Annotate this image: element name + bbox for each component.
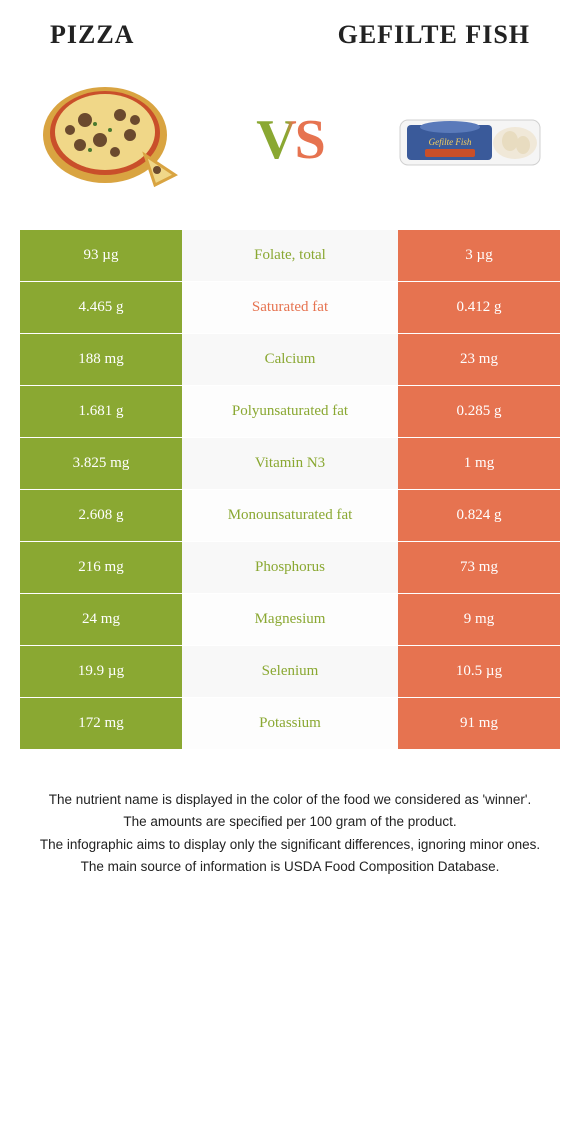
right-value: 0.285 g (398, 386, 560, 438)
left-value: 188 mg (20, 334, 182, 386)
left-value: 2.608 g (20, 490, 182, 542)
table-row: 19.9 µgSelenium10.5 µg (20, 646, 560, 698)
nutrient-label: Monounsaturated fat (182, 490, 398, 542)
footer-line-4: The main source of information is USDA F… (20, 857, 560, 877)
left-value: 1.681 g (20, 386, 182, 438)
table-row: 1.681 gPolyunsaturated fat0.285 g (20, 386, 560, 438)
right-value: 0.824 g (398, 490, 560, 542)
nutrient-label: Potassium (182, 698, 398, 750)
table-row: 172 mgPotassium91 mg (20, 698, 560, 750)
left-value: 216 mg (20, 542, 182, 594)
footer-line-1: The nutrient name is displayed in the co… (20, 790, 560, 810)
nutrient-label: Folate, total (182, 230, 398, 282)
right-value: 1 mg (398, 438, 560, 490)
table-row: 93 µgFolate, total3 µg (20, 230, 560, 282)
right-value: 0.412 g (398, 282, 560, 334)
svg-text:Gefilte Fish: Gefilte Fish (429, 137, 472, 147)
nutrient-label: Saturated fat (182, 282, 398, 334)
table-row: 24 mgMagnesium9 mg (20, 594, 560, 646)
left-value: 3.825 mg (20, 438, 182, 490)
vs-label: VS (256, 108, 324, 172)
header: PIZZA GEFILTE FISH (0, 0, 580, 60)
comparison-table: 93 µgFolate, total3 µg4.465 gSaturated f… (20, 230, 560, 750)
table-row: 216 mgPhosphorus73 mg (20, 542, 560, 594)
right-food-title: GEFILTE FISH (338, 20, 530, 50)
nutrient-label: Vitamin N3 (182, 438, 398, 490)
table-row: 3.825 mgVitamin N31 mg (20, 438, 560, 490)
right-value: 73 mg (398, 542, 560, 594)
table-row: 4.465 gSaturated fat0.412 g (20, 282, 560, 334)
left-value: 24 mg (20, 594, 182, 646)
left-value: 93 µg (20, 230, 182, 282)
nutrient-label: Magnesium (182, 594, 398, 646)
nutrient-label: Phosphorus (182, 542, 398, 594)
right-value: 91 mg (398, 698, 560, 750)
right-value: 23 mg (398, 334, 560, 386)
footer-line-3: The infographic aims to display only the… (20, 835, 560, 855)
images-row: VS Gefilte Fish (0, 60, 580, 230)
left-food-title: PIZZA (50, 20, 134, 50)
nutrient-label: Calcium (182, 334, 398, 386)
footer-notes: The nutrient name is displayed in the co… (0, 750, 580, 877)
left-value: 19.9 µg (20, 646, 182, 698)
right-value: 9 mg (398, 594, 560, 646)
right-value: 10.5 µg (398, 646, 560, 698)
right-value: 3 µg (398, 230, 560, 282)
left-value: 172 mg (20, 698, 182, 750)
table-row: 2.608 gMonounsaturated fat0.824 g (20, 490, 560, 542)
table-row: 188 mgCalcium23 mg (20, 334, 560, 386)
nutrient-label: Selenium (182, 646, 398, 698)
nutrient-label: Polyunsaturated fat (182, 386, 398, 438)
pizza-image (30, 80, 190, 200)
left-value: 4.465 g (20, 282, 182, 334)
gefilte-fish-image: Gefilte Fish (390, 80, 550, 200)
footer-line-2: The amounts are specified per 100 gram o… (20, 812, 560, 832)
